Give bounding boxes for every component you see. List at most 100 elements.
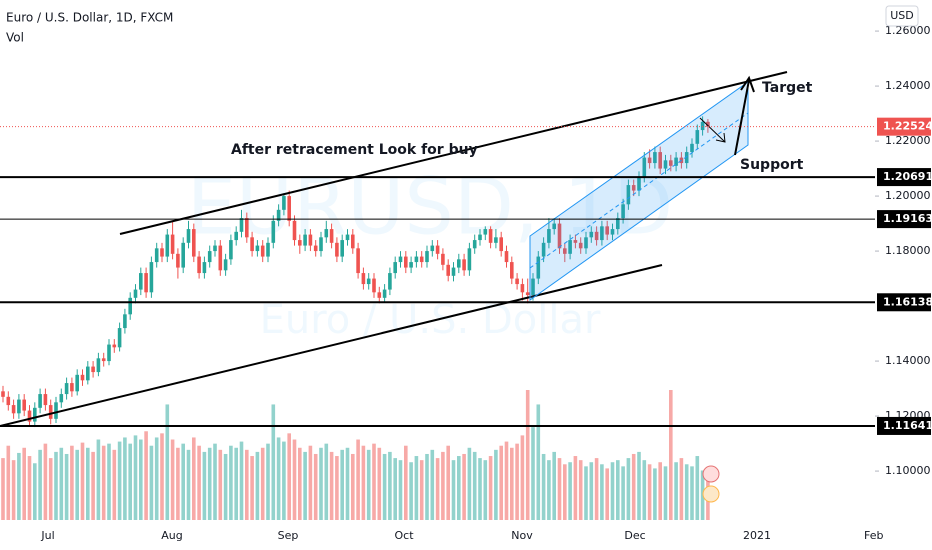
candle-body: [313, 245, 318, 252]
candle-body: [541, 242, 546, 257]
volume-bar: [621, 466, 625, 520]
candle-body: [435, 245, 440, 254]
x-tick-label: Dec: [624, 529, 645, 542]
candle-body: [319, 237, 323, 252]
volume-bar: [17, 452, 21, 520]
volume-bar: [54, 451, 58, 520]
volume-bar: [462, 453, 466, 520]
candle-body: [499, 237, 503, 252]
volume-bar: [91, 451, 95, 520]
candle-body: [504, 251, 509, 263]
y-tick-label: 1.24000: [885, 79, 931, 92]
candle-body: [223, 259, 228, 271]
volume-bar: [165, 404, 170, 520]
candle-body: [107, 344, 111, 362]
volume-bar: [451, 460, 456, 520]
volume-layer: [1, 390, 710, 520]
volume-bar: [308, 445, 313, 520]
candle-body: [75, 374, 79, 392]
volume-bar: [112, 449, 117, 520]
level-tag: [877, 416, 931, 435]
annotation: Support: [740, 157, 804, 173]
y-tick-label: 1.22000: [885, 134, 931, 147]
candle-body: [658, 152, 662, 169]
volume-bar: [695, 456, 700, 520]
x-tick-label: Jul: [40, 529, 54, 542]
volume-bar: [425, 453, 429, 520]
volume-bar: [361, 445, 366, 520]
candle-body: [59, 394, 64, 403]
volume-bar: [631, 453, 636, 520]
volume-bar: [626, 458, 631, 520]
candle-body: [525, 292, 530, 296]
volume-bar: [494, 449, 498, 520]
x-axis: Jul Aug Sep Oct Nov Dec 2021 Feb: [40, 529, 883, 542]
currency[interactable]: USD: [890, 9, 914, 22]
volume-bar: [213, 443, 217, 520]
volume-bar: [393, 458, 397, 520]
candle-body: [626, 185, 631, 205]
candle-body: [186, 229, 191, 243]
candle-body: [260, 245, 265, 257]
volume-bar: [610, 462, 615, 520]
candle-body: [6, 396, 11, 406]
volume-bar: [287, 433, 291, 520]
candle-body: [552, 223, 556, 230]
level-tag: [877, 168, 931, 187]
candle-body: [340, 240, 344, 257]
volume-bar: [218, 449, 223, 520]
volume-bar: [229, 445, 233, 520]
volume-bar: [472, 451, 477, 520]
event-icon: [702, 465, 720, 483]
volume-bar: [292, 439, 297, 520]
volume-bar: [573, 456, 578, 520]
candle-body: [80, 374, 85, 381]
candle-body: [1, 391, 5, 397]
candle-body: [706, 121, 710, 127]
candle-body: [149, 262, 154, 293]
candle-body: [123, 314, 127, 329]
volume-label: Vol: [6, 31, 24, 45]
volume-bar: [457, 456, 461, 520]
candle-body: [91, 366, 95, 373]
candle-body: [133, 289, 138, 298]
candle-body: [605, 226, 609, 235]
arrow: [699, 117, 726, 143]
currency-button[interactable]: [885, 5, 919, 27]
candle-body: [218, 245, 223, 271]
candle-body: [578, 242, 583, 249]
volume-bar: [117, 441, 122, 520]
volume-bar: [234, 447, 238, 520]
volume-bar: [207, 447, 212, 520]
volume-bar: [48, 458, 53, 520]
candle-body: [631, 185, 636, 191]
volume-bar: [70, 445, 74, 520]
volume-bar: [584, 466, 588, 520]
volume-bar: [1, 458, 5, 520]
volume-bar: [345, 447, 350, 520]
candle-body: [642, 157, 647, 177]
candle-body: [414, 256, 419, 263]
candle-body: [197, 256, 201, 274]
arrow: [734, 79, 750, 156]
volume-bar: [319, 447, 323, 520]
last-price-tag: [877, 117, 931, 136]
chart-title: Euro / U.S. Dollar, 1D, FXCM: [6, 11, 173, 25]
candle-body: [684, 152, 689, 164]
volume-bar: [419, 460, 424, 520]
candle-body: [366, 278, 371, 285]
annotation: Target: [762, 80, 813, 96]
candle-body: [139, 273, 143, 290]
volume-bar: [515, 443, 519, 520]
volume-bar: [86, 447, 90, 520]
volume-bar: [388, 451, 392, 520]
candle-body: [144, 273, 148, 293]
candle-body: [17, 399, 21, 414]
volume-bar: [202, 451, 207, 520]
volume-bar: [324, 443, 329, 520]
candle-body: [38, 394, 42, 408]
volume-bar: [600, 464, 604, 520]
trend-line: [119, 71, 788, 235]
candle-body: [70, 383, 74, 392]
volume-bar: [520, 435, 525, 520]
